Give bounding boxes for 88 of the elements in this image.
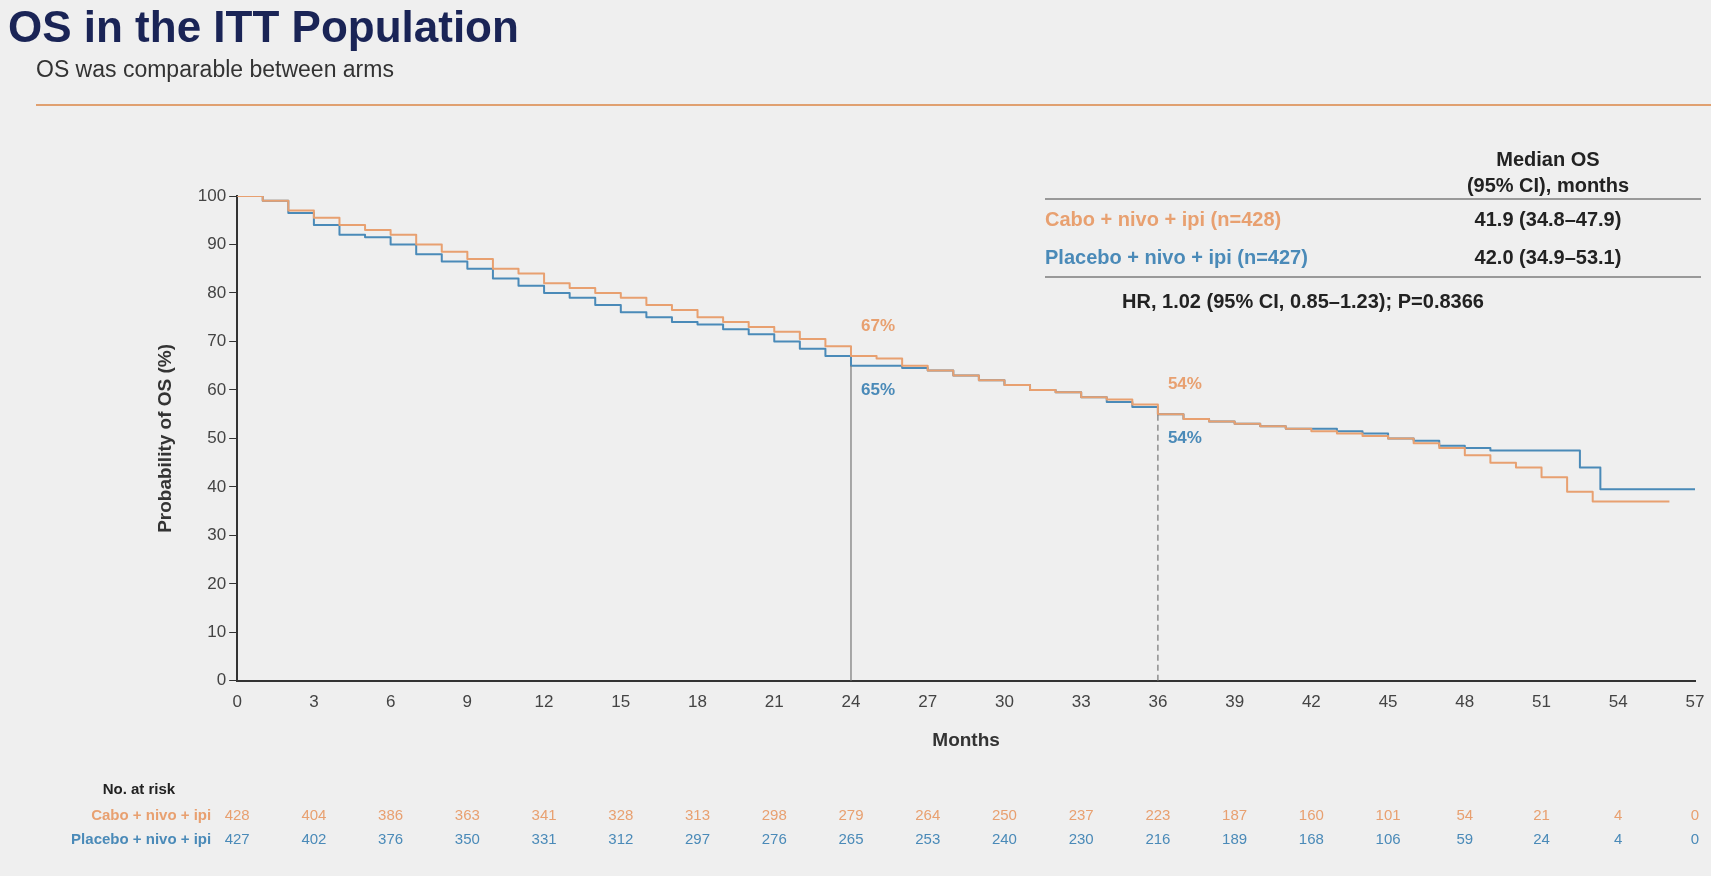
x-tick-label: 6 — [385, 691, 396, 711]
text: 168 — [1298, 829, 1324, 847]
text: 4 — [1614, 829, 1623, 847]
text: 240 — [991, 829, 1017, 847]
text: 428 — [224, 805, 250, 823]
x-tick-label: 18 — [688, 691, 707, 711]
annotation: HR, 1.02 (95% CI, 0.85–1.23); P=0.8366 — [1121, 290, 1485, 313]
x-tick-label: 3 — [309, 691, 319, 711]
x-tick-label: 9 — [462, 691, 473, 711]
text: 4 — [1614, 805, 1623, 823]
x-tick-label: 54 — [1608, 691, 1628, 711]
y-tick-label: 80 — [207, 282, 227, 302]
text: 265 — [838, 829, 864, 847]
text: Cabo + nivo + ipi — [91, 805, 212, 823]
text: 101 — [1375, 805, 1401, 823]
text: 106 — [1375, 829, 1401, 847]
text: 250 — [991, 805, 1017, 823]
text: 386 — [378, 805, 404, 823]
text: 0 — [1690, 829, 1700, 847]
text: Cabo + nivo + ipi (n=428) — [1045, 207, 1283, 231]
annotation: 54% — [1167, 428, 1202, 449]
text: No. at risk — [102, 779, 176, 797]
text: 276 — [761, 829, 787, 847]
annotation: 41.9 (34.8–47.9) — [1473, 207, 1623, 231]
annotation: 54% — [1167, 374, 1202, 395]
annotation: 67% — [860, 315, 896, 336]
x-tick-label: 42 — [1301, 691, 1321, 711]
text: 279 — [838, 805, 864, 823]
text: 350 — [454, 829, 480, 847]
annotation: 65% — [860, 379, 896, 400]
y-tick-label: 20 — [207, 573, 227, 593]
x-tick-label: 21 — [764, 691, 784, 711]
x-tick-label: 27 — [918, 691, 938, 711]
x-tick-label: 33 — [1071, 691, 1091, 711]
text: 21 — [1533, 805, 1550, 823]
text: 253 — [915, 829, 941, 847]
text: Placebo + nivo + ipi — [71, 829, 212, 847]
text: 313 — [685, 805, 711, 823]
x-tick-label: 15 — [611, 691, 631, 711]
chart-subtitle: OS was comparable between arms — [36, 56, 394, 83]
x-tick-label: 0 — [232, 691, 242, 711]
y-tick-label: 50 — [207, 428, 227, 448]
text: 376 — [378, 829, 404, 847]
x-tick-label: 48 — [1455, 691, 1475, 711]
y-tick-label: 40 — [207, 476, 227, 496]
text: 264 — [915, 805, 941, 823]
y-tick-label: 0 — [216, 670, 227, 690]
text: 189 — [1222, 829, 1248, 847]
text: Median OS (95% CI), months — [1465, 147, 1631, 198]
text: 160 — [1298, 805, 1324, 823]
text: 363 — [454, 805, 480, 823]
text: 216 — [1145, 829, 1171, 847]
text: 427 — [224, 829, 250, 847]
x-tick-label: 36 — [1148, 691, 1168, 711]
x-tick-label: 24 — [841, 691, 861, 711]
text: 230 — [1068, 829, 1094, 847]
y-tick-label: 90 — [207, 234, 227, 254]
text: 223 — [1145, 805, 1171, 823]
text: 312 — [608, 829, 634, 847]
x-axis-title: Months — [932, 728, 1000, 750]
text: 341 — [531, 805, 557, 823]
text: 59 — [1456, 829, 1474, 847]
annotation: 42.0 (34.9–53.1) — [1473, 245, 1623, 269]
text: 0 — [1690, 805, 1700, 823]
y-tick-label: 70 — [207, 331, 227, 351]
text: 54 — [1456, 805, 1474, 823]
y-tick-label: 60 — [207, 379, 227, 399]
text: 24 — [1533, 829, 1550, 847]
y-axis-title: Probability of OS (%) — [153, 343, 175, 533]
x-tick-label: 30 — [994, 691, 1014, 711]
x-tick-label: 57 — [1685, 691, 1705, 711]
x-tick-label: 39 — [1225, 691, 1245, 711]
y-tick-label: 10 — [207, 622, 227, 642]
text: Placebo + nivo + ipi (n=427) — [1045, 245, 1309, 269]
text: 328 — [608, 805, 634, 823]
text: 298 — [761, 805, 787, 823]
text: 187 — [1222, 805, 1248, 823]
text: 402 — [301, 829, 327, 847]
text: 331 — [531, 829, 557, 847]
x-tick-label: 51 — [1532, 691, 1551, 711]
text: 237 — [1068, 805, 1094, 823]
x-tick-label: 12 — [534, 691, 554, 711]
x-tick-label: 45 — [1378, 691, 1398, 711]
text: 404 — [301, 805, 327, 823]
chart-title: OS in the ITT Population — [8, 2, 519, 52]
text: 297 — [685, 829, 711, 847]
y-tick-label: 100 — [197, 185, 227, 205]
y-tick-label: 30 — [207, 525, 227, 545]
